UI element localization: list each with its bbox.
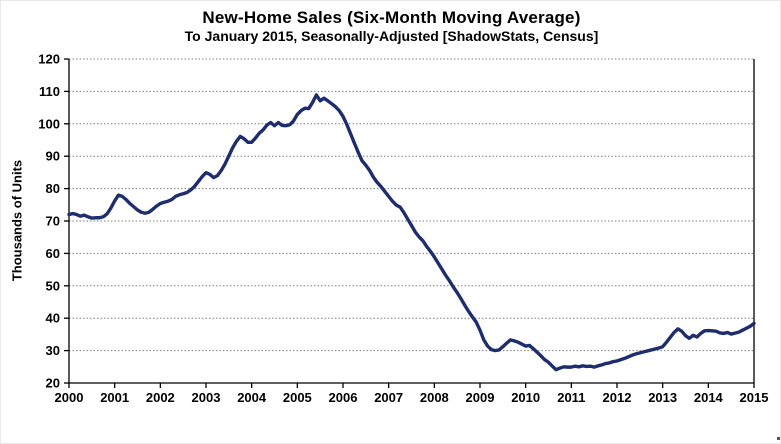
x-tick-label: 2006 [329, 390, 358, 405]
y-tick-label: 80 [46, 181, 60, 196]
x-tick-label: 2014 [694, 390, 724, 405]
y-tick-label: 20 [46, 376, 60, 391]
artifact-mark [777, 437, 780, 440]
y-tick-label: 40 [46, 311, 60, 326]
x-tick-label: 2011 [557, 390, 585, 405]
y-tick-label: 30 [46, 343, 60, 358]
x-tick-label: 2012 [603, 390, 632, 405]
y-tick-label: 70 [46, 214, 60, 229]
x-tick-label: 2015 [740, 390, 769, 405]
x-tick-label: 2010 [511, 390, 540, 405]
data-line-new-home-sales [67, 93, 756, 372]
x-tick-label: 2009 [466, 390, 495, 405]
x-tick-label: 2001 [100, 390, 129, 405]
chart-subtitle: To January 2015, Seasonally-Adjusted [Sh… [184, 28, 599, 44]
chart-title: New-Home Sales (Six-Month Moving Average… [202, 8, 581, 27]
y-tick-label: 60 [46, 246, 60, 261]
x-tick-label: 2013 [648, 390, 677, 405]
x-tick-label: 2005 [283, 390, 312, 405]
x-tick-label: 2000 [55, 390, 84, 405]
y-tick-label: 110 [39, 84, 60, 99]
x-tick-label: 2007 [374, 390, 403, 405]
y-tick-label: 100 [38, 116, 60, 131]
x-tick-label: 2004 [237, 390, 267, 405]
y-tick-label: 120 [38, 52, 60, 67]
y-tick-label: 50 [46, 278, 60, 293]
x-tick-label: 2003 [192, 390, 221, 405]
x-tick-label: 2002 [146, 390, 175, 405]
y-tick-label: 90 [46, 149, 60, 164]
x-tick-label: 2008 [420, 390, 449, 405]
